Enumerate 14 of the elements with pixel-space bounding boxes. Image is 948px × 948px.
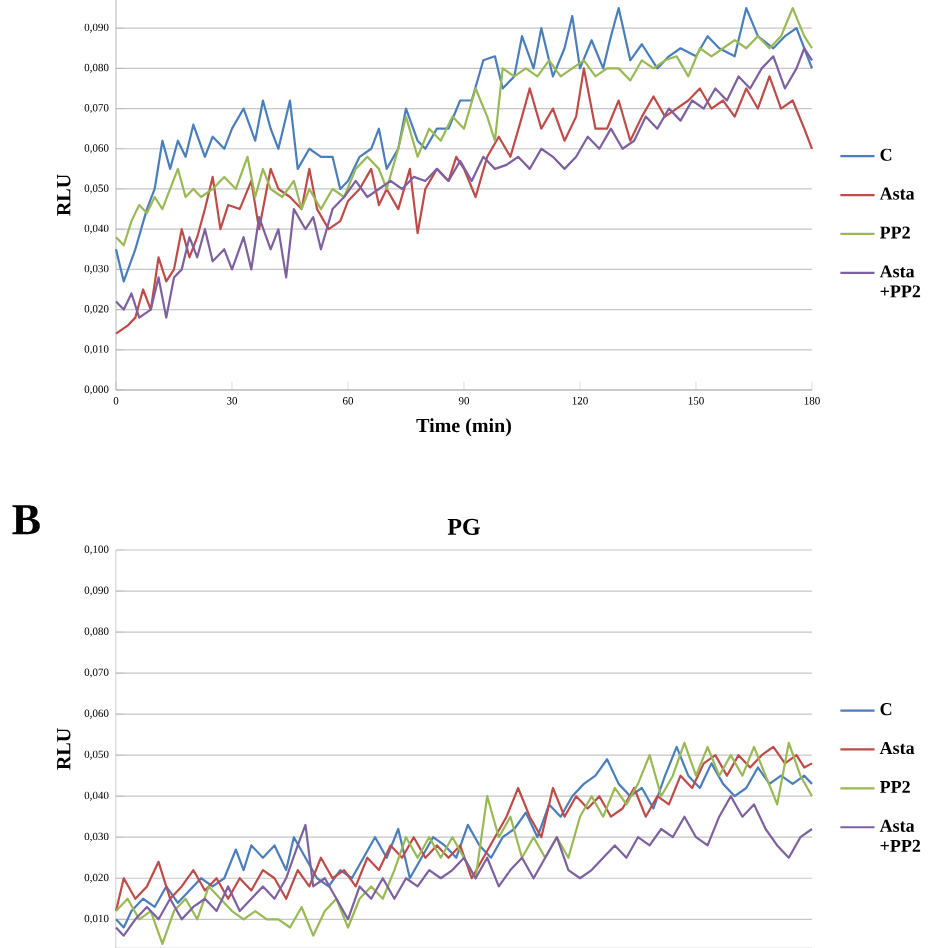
legend-label: Asta +PP2 xyxy=(879,265,921,298)
x-axis-title: Time (min) xyxy=(416,418,511,437)
line-series xyxy=(114,795,814,937)
text: B xyxy=(12,505,40,535)
legend-label: C xyxy=(880,148,892,161)
chart-title: PG xyxy=(447,518,481,535)
legend-label: Asta xyxy=(879,742,915,755)
legend-label: Asta xyxy=(879,187,915,200)
y-axis-title: RLU xyxy=(57,728,71,770)
legend-label: Asta +PP2 xyxy=(879,819,921,852)
legend-label: C xyxy=(880,703,892,716)
legend-label: PP2 xyxy=(879,780,910,793)
y-axis-title: RLU xyxy=(57,174,71,216)
legend-label: PP2 xyxy=(879,226,910,239)
